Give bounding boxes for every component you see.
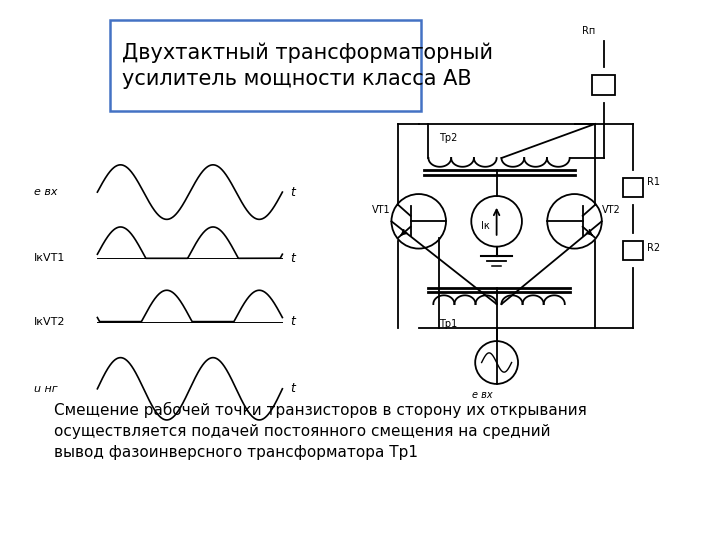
Text: IкVT2: IкVT2 xyxy=(34,316,66,327)
Text: е вх: е вх xyxy=(472,390,492,400)
Text: t: t xyxy=(290,252,295,265)
Bar xyxy=(592,76,616,94)
Text: IкVT1: IкVT1 xyxy=(34,253,66,264)
Text: е вх: е вх xyxy=(34,187,58,197)
Text: t: t xyxy=(290,315,295,328)
Text: Двухтактный трансформаторный
усилитель мощности класса АВ: Двухтактный трансформаторный усилитель м… xyxy=(122,43,492,89)
Text: t: t xyxy=(290,186,295,199)
Text: VТ1: VТ1 xyxy=(372,205,391,214)
Bar xyxy=(624,241,643,260)
Text: Rп: Rп xyxy=(582,26,595,36)
FancyBboxPatch shape xyxy=(110,20,420,111)
Text: u нг: u нг xyxy=(34,384,58,394)
Text: Тр1: Тр1 xyxy=(438,319,457,329)
Text: VТ2: VТ2 xyxy=(602,205,621,214)
Text: R2: R2 xyxy=(647,242,660,253)
Text: Тр2: Тр2 xyxy=(438,133,457,144)
Text: t: t xyxy=(290,382,295,395)
Text: Iк: Iк xyxy=(480,221,490,231)
Text: Смещение рабочей точки транзисторов в сторону их открывания
осуществляется подач: Смещение рабочей точки транзисторов в ст… xyxy=(53,401,586,460)
Bar xyxy=(624,178,643,197)
Text: R1: R1 xyxy=(647,177,660,187)
